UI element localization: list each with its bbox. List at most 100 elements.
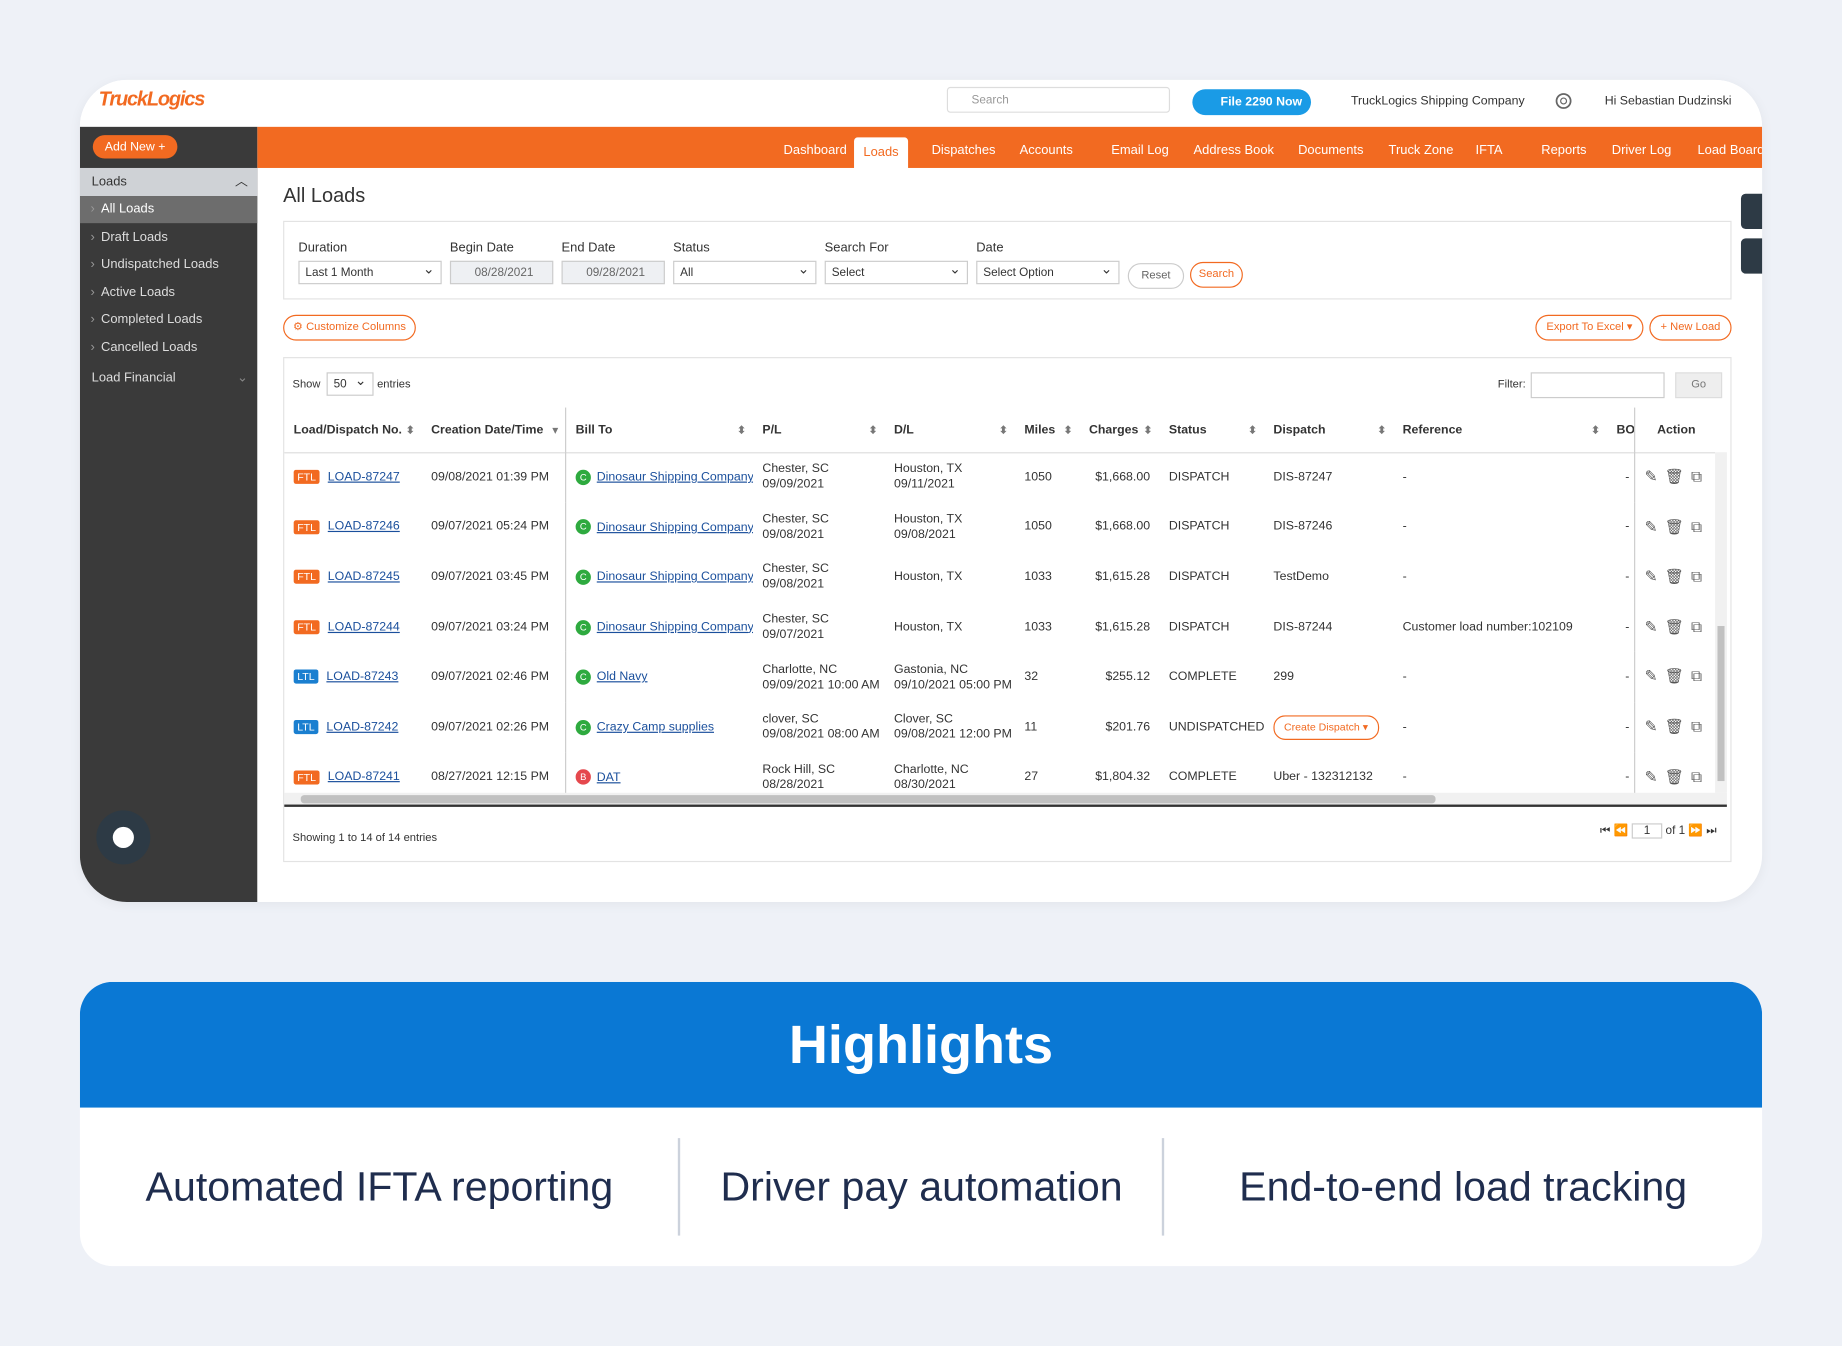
- customize-columns-button[interactable]: ⚙ Customize Columns: [283, 314, 416, 341]
- filter-field[interactable]: 08/28/2021: [449, 260, 554, 285]
- filter-field[interactable]: Last 1 Month: [298, 257, 442, 285]
- nav-item[interactable]: Address Book: [1193, 143, 1274, 158]
- column-label: Dispatch: [1273, 422, 1326, 437]
- nav-item[interactable]: Documents: [1298, 143, 1364, 158]
- filter-field[interactable]: All: [673, 257, 817, 285]
- side-tab[interactable]: [1740, 193, 1763, 230]
- load-link[interactable]: LOAD-87245: [327, 569, 400, 584]
- copy-icon[interactable]: ⧉: [1690, 517, 1709, 536]
- load-link[interactable]: LOAD-87241: [327, 769, 400, 784]
- filter-input[interactable]: [1530, 372, 1665, 399]
- dl-city: Clover, SC: [893, 712, 953, 727]
- filter-field[interactable]: Select Option: [976, 257, 1120, 285]
- file-2290-button[interactable]: File 2290 Now: [1192, 89, 1312, 116]
- load-link[interactable]: LOAD-87243: [326, 669, 399, 684]
- column-header[interactable]: Bill To ⬍: [565, 407, 753, 453]
- nav-item[interactable]: Dispatches: [931, 143, 996, 158]
- column-header[interactable]: Charges ⬍: [1080, 422, 1160, 437]
- edit-icon[interactable]: ✎: [1644, 667, 1665, 686]
- nav-item[interactable]: Driver Log: [1611, 143, 1672, 158]
- highlight-item: End-to-end load tracking: [1239, 1163, 1688, 1210]
- add-new-button[interactable]: Add New +: [92, 135, 178, 159]
- column-header[interactable]: Creation Date/Time ▾: [422, 422, 565, 437]
- edit-icon[interactable]: ✎: [1644, 767, 1665, 786]
- copy-icon[interactable]: ⧉: [1690, 667, 1709, 686]
- nav-item[interactable]: Dashboard: [783, 143, 847, 158]
- column-header[interactable]: Action: [1634, 407, 1717, 453]
- sidebar-section[interactable]: Loads ︿: [79, 167, 258, 197]
- load-link[interactable]: LOAD-87247: [327, 469, 400, 484]
- filter-label: Status: [673, 240, 710, 255]
- page-number[interactable]: 1: [1631, 823, 1663, 839]
- copy-icon[interactable]: ⧉: [1690, 617, 1709, 636]
- load-link[interactable]: LOAD-87246: [327, 519, 400, 534]
- column-header[interactable]: Load/Dispatch No. ⬍: [284, 422, 421, 437]
- side-tab[interactable]: [1740, 238, 1763, 274]
- nav-item[interactable]: Loads: [854, 137, 909, 168]
- nav-item[interactable]: Reports: [1541, 143, 1587, 158]
- column-header[interactable]: D/L ⬍: [885, 422, 1015, 437]
- delete-icon[interactable]: 🗑: [1664, 467, 1691, 486]
- edit-icon[interactable]: ✎: [1644, 567, 1665, 586]
- entries-select[interactable]: 50: [326, 369, 374, 396]
- reset-button[interactable]: Reset: [1127, 263, 1185, 289]
- sidebar-item[interactable]: Active Loads: [80, 279, 257, 306]
- column-header[interactable]: BO: [1607, 422, 1634, 437]
- dl-city: Houston, TX: [893, 619, 963, 634]
- search-box[interactable]: Search: [946, 86, 1171, 113]
- sidebar-item[interactable]: Cancelled Loads: [80, 335, 257, 362]
- delete-icon[interactable]: 🗑: [1664, 617, 1691, 636]
- copy-icon[interactable]: ⧉: [1690, 567, 1709, 586]
- load-type-tag: FTL: [293, 619, 320, 635]
- pl-date: 09/09/2021: [762, 477, 825, 492]
- copy-icon[interactable]: ⧉: [1690, 767, 1709, 786]
- column-header[interactable]: P/L ⬍: [753, 422, 885, 437]
- chat-button[interactable]: [96, 810, 151, 865]
- highlights-title: Highlights: [79, 981, 1763, 1108]
- bill-to-link[interactable]: Dinosaur Shipping Company: [596, 569, 754, 584]
- search-button[interactable]: Search: [1190, 261, 1243, 288]
- bill-to-link[interactable]: DAT: [596, 770, 621, 785]
- delete-icon[interactable]: 🗑: [1664, 517, 1691, 536]
- filter-field[interactable]: Select: [824, 257, 968, 285]
- export-button[interactable]: Export To Excel ▾: [1535, 314, 1644, 341]
- create-dispatch-button[interactable]: Create Dispatch ▾: [1273, 715, 1379, 740]
- column-header[interactable]: Dispatch ⬍: [1264, 422, 1393, 437]
- delete-icon[interactable]: 🗑: [1664, 567, 1691, 586]
- sidebar-item[interactable]: Completed Loads: [80, 307, 257, 334]
- sidebar-item[interactable]: Undispatched Loads: [80, 252, 257, 279]
- bill-to-link[interactable]: Dinosaur Shipping Company: [596, 619, 754, 635]
- load-link[interactable]: LOAD-87244: [327, 619, 400, 634]
- column-header[interactable]: Miles ⬍: [1015, 422, 1080, 437]
- edit-icon[interactable]: ✎: [1644, 717, 1665, 736]
- copy-icon[interactable]: ⧉: [1690, 717, 1709, 736]
- nav-item[interactable]: Truck Zone: [1388, 143, 1454, 158]
- copy-icon[interactable]: ⧉: [1690, 467, 1709, 486]
- go-button[interactable]: Go: [1675, 372, 1723, 399]
- load-link[interactable]: LOAD-87242: [326, 719, 399, 734]
- load-financial[interactable]: Load Financial ⌄: [91, 371, 248, 386]
- column-header[interactable]: Status ⬍: [1159, 422, 1264, 437]
- cell-dispatch: Uber - 132312132: [1264, 770, 1393, 785]
- dispatch-id: DIS-87246: [1273, 519, 1333, 534]
- delete-icon[interactable]: 🗑: [1664, 767, 1691, 786]
- nav-item[interactable]: IFTA: [1475, 143, 1503, 158]
- delete-icon[interactable]: 🗑: [1664, 717, 1691, 736]
- sidebar-item[interactable]: All Loads: [79, 196, 258, 224]
- bill-to-link[interactable]: Dinosaur Shipping Company: [596, 469, 754, 484]
- settings-icon[interactable]: [1553, 90, 1574, 111]
- nav-item[interactable]: Email Log: [1111, 143, 1169, 158]
- nav-item[interactable]: Load Board: [1697, 143, 1763, 158]
- new-load-button[interactable]: + New Load: [1649, 314, 1732, 341]
- column-header[interactable]: Reference ⬍: [1393, 422, 1607, 437]
- edit-icon[interactable]: ✎: [1644, 467, 1665, 486]
- delete-icon[interactable]: 🗑: [1664, 667, 1691, 686]
- edit-icon[interactable]: ✎: [1644, 617, 1665, 636]
- bill-to-link[interactable]: Crazy Camp supplies: [596, 719, 715, 735]
- filter-field[interactable]: 09/28/2021: [561, 260, 665, 285]
- bill-to-link[interactable]: Old Navy: [596, 669, 648, 685]
- nav-item[interactable]: Accounts: [1019, 143, 1073, 158]
- bill-to-link[interactable]: Dinosaur Shipping Company: [596, 519, 754, 534]
- edit-icon[interactable]: ✎: [1644, 517, 1665, 536]
- sidebar-item[interactable]: Draft Loads: [80, 224, 257, 251]
